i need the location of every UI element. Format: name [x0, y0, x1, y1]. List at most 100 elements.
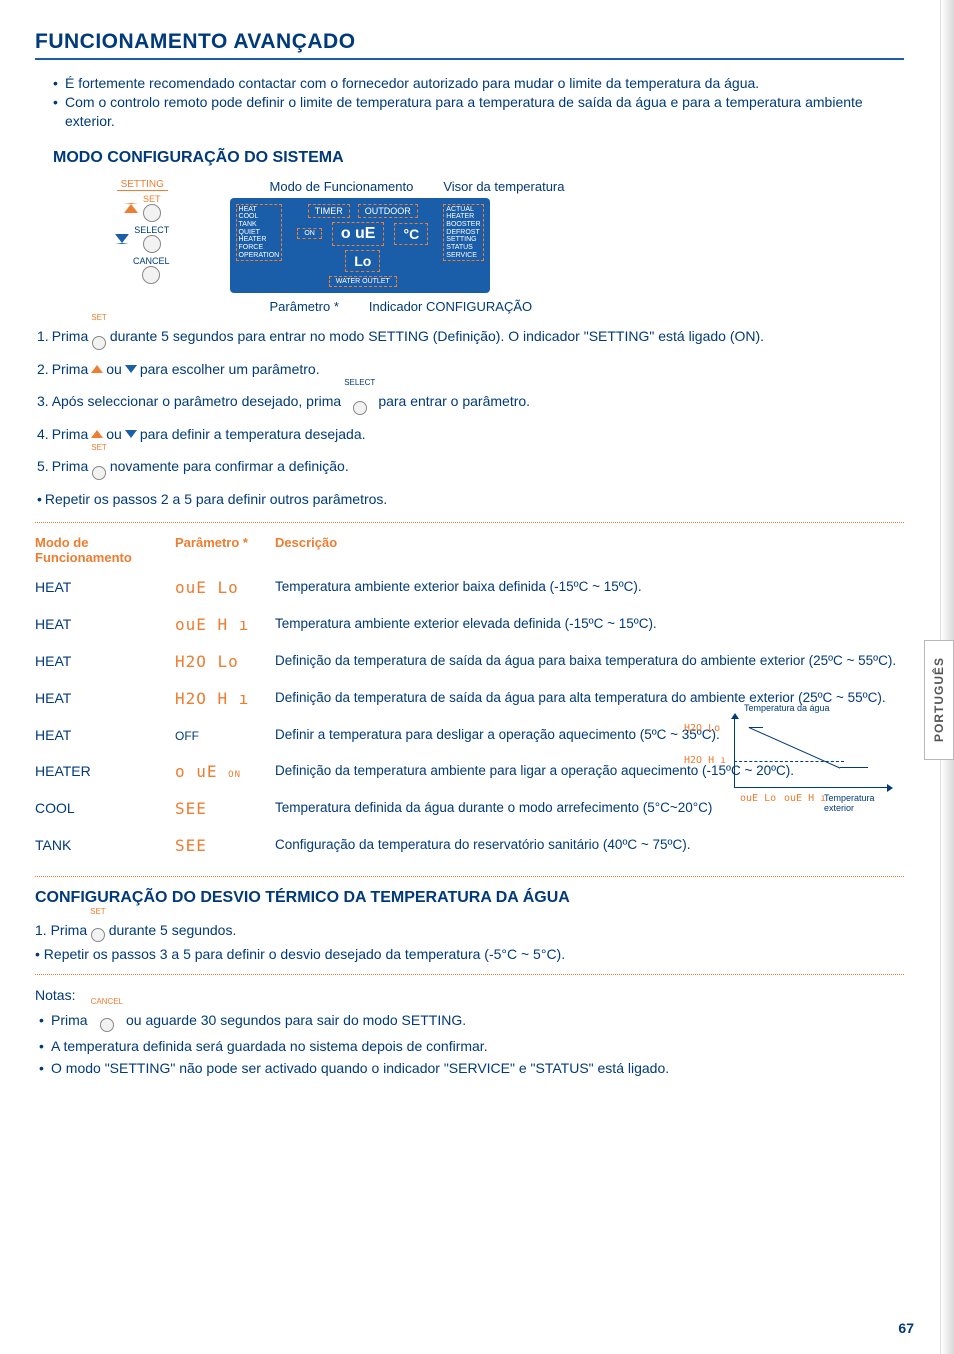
display-label-setting-indicator: Indicador CONFIGURAÇÃO [369, 299, 532, 314]
step-5-btn-label: SET [91, 442, 107, 454]
step-3-btn-label: SELECT [344, 377, 375, 389]
chart-y-arrow-icon [731, 713, 739, 719]
note-0-pre: Prima [51, 1012, 88, 1028]
step-4: 4. Prima ou para definir a temperatura d… [37, 424, 904, 445]
step-4-num: 4. [37, 424, 49, 445]
note-2-text: O modo "SETTING" não pode ser activado q… [51, 1060, 669, 1076]
lcd-defrost: DEFROST [446, 229, 480, 237]
step-4-post: para definir a temperatura desejada. [140, 424, 366, 445]
page-number: 67 [898, 1320, 914, 1336]
set-label: SET [143, 194, 161, 204]
lcd-status: STATUS [446, 244, 480, 252]
cancel-button-inline-icon [100, 1018, 114, 1032]
lcd-degree-icon: °C [394, 223, 428, 245]
lcd-actual: ACTUAL [446, 206, 480, 214]
section-system-config-title: MODO CONFIGURAÇÃO DO SISTEMA [53, 149, 904, 167]
cell-mode: COOL [35, 800, 175, 816]
table-row: HEATH2O LoDefinição da temperatura de sa… [35, 643, 904, 680]
water-temp-chart: Temperatura da água H2O Lo H2O H ı ouE L… [654, 717, 894, 812]
lcd-mode-operation: OPERATION [239, 252, 280, 260]
step-2-pre: Prima [52, 359, 89, 380]
chart-line-right [840, 767, 868, 768]
down-arrow-inline-icon [125, 365, 137, 373]
step-3-num: 3. [37, 391, 49, 412]
note-1-text: A temperatura definida será guardada no … [51, 1038, 488, 1054]
separator-3 [35, 974, 904, 975]
lcd-right-status: ACTUAL HEATER BOOSTER DEFROST SETTING ST… [443, 204, 483, 262]
repeat-note-text: Repetir os passos 2 a 5 para definir out… [45, 489, 387, 510]
language-label: PORTUGUÊS [932, 657, 946, 742]
step-3-pre: Após seleccionar o parâmetro desejado, p… [52, 391, 342, 412]
cell-desc: Temperatura ambiente exterior elevada de… [275, 615, 904, 633]
remote-setting-label: SETTING [117, 179, 168, 191]
chart-x-label: Temperatura exterior [824, 793, 894, 813]
step-1-btn-label: SET [91, 312, 107, 324]
step-1: 1. Prima SET durante 5 segundos para ent… [37, 324, 904, 350]
down-arrow-inline-icon-2 [125, 430, 137, 438]
cell-param: SEE [175, 836, 275, 855]
th-desc: Descrição [275, 535, 904, 565]
step-1-post: durante 5 segundos para entrar no modo S… [110, 326, 764, 347]
page-title: FUNCIONAMENTO AVANÇADO [35, 30, 904, 60]
down-arrow-icon [115, 234, 129, 244]
section2-step1-btn-label: SET [90, 907, 106, 916]
step-5: 5. Prima SET novamente para confirmar a … [37, 454, 904, 480]
select-button-icon [143, 235, 161, 253]
intro-bullets: É fortemente recomendado contactar com o… [35, 74, 904, 131]
chart-xtick-1: ouE H ı [784, 793, 826, 804]
step-5-post: novamente para confirmar a definição. [110, 456, 349, 477]
intro-bullet-0: É fortemente recomendado contactar com o… [53, 74, 904, 93]
set-button-icon [143, 204, 161, 222]
steps-list: 1. Prima SET durante 5 segundos para ent… [37, 324, 904, 510]
cell-param: o uE ON [175, 762, 275, 781]
params-table: Modo de Funcionamento Parâmetro * Descri… [35, 531, 904, 864]
step-3-post: para entrar o parâmetro. [378, 391, 530, 412]
cell-mode: HEATER [35, 763, 175, 779]
note-2: O modo "SETTING" não pode ser activado q… [39, 1060, 904, 1076]
select-button-inline-icon [353, 401, 367, 415]
lcd-left-modes: HEAT COOL TANK QUIET HEATER FORCE OPERAT… [236, 204, 283, 262]
separator-1 [35, 522, 904, 523]
notes-label: Notas: [35, 987, 904, 1003]
th-param: Parâmetro * [175, 535, 275, 565]
intro-bullet-1: Com o controlo remoto pode definir o lim… [53, 93, 904, 131]
section2-repeat: • Repetir os passos 3 a 5 para definir o… [35, 946, 904, 962]
chart-y-label: Temperatura da água [744, 703, 830, 713]
repeat-note: • Repetir os passos 2 a 5 para definir o… [37, 489, 904, 510]
lcd-outdoor-tag: OUTDOOR [358, 204, 418, 218]
diagram-row: SETTING SET SELECT CANCEL Modo de Funcio… [115, 179, 904, 314]
step-2: 2. Prima ou para escolher um parâmetro. [37, 359, 904, 380]
display-label-mode: Modo de Funcionamento [270, 179, 414, 194]
up-arrow-inline-icon-2 [91, 430, 103, 438]
note-1: A temperatura definida será guardada no … [39, 1038, 904, 1054]
display-label-param: Parâmetro * [270, 299, 339, 314]
cell-mode: TANK [35, 837, 175, 853]
chart-ytick-0: H2O Lo [684, 723, 720, 734]
lcd-mode-force: FORCE [239, 244, 280, 252]
th-mode: Modo de Funcionamento [35, 535, 175, 565]
up-arrow-inline-icon [91, 365, 103, 373]
note-0-btn-label: CANCEL [91, 997, 123, 1006]
step-2-num: 2. [37, 359, 49, 380]
lcd-heater: HEATER [446, 213, 480, 221]
cell-mode: HEAT [35, 727, 175, 743]
cancel-button-icon [142, 266, 160, 284]
cell-mode: HEAT [35, 616, 175, 632]
lcd-booster: BOOSTER [446, 221, 480, 229]
section2-step1: 1. Prima SET durante 5 segundos. [35, 919, 904, 942]
note-0-post: ou aguarde 30 segundos para sair do modo… [126, 1012, 466, 1028]
lcd-service: SERVICE [446, 252, 480, 260]
cell-param: H2O H ı [175, 689, 275, 708]
cancel-label: CANCEL [133, 256, 170, 266]
lcd-mode-heater: HEATER [239, 236, 280, 244]
lcd-mode-cool: COOL [239, 213, 280, 221]
cell-param: ouE Lo [175, 578, 275, 597]
lcd-mode-quiet: QUIET [239, 229, 280, 237]
lcd-timer-tag: TIMER [308, 204, 350, 218]
language-side-tab: PORTUGUÊS [924, 640, 954, 760]
set-button-inline-icon-3 [91, 928, 105, 942]
select-label: SELECT [134, 225, 169, 235]
step-1-pre: Prima [52, 326, 89, 347]
section2-step1-pre: 1. Prima [35, 922, 87, 938]
lcd-on-tag: ON [297, 228, 322, 239]
